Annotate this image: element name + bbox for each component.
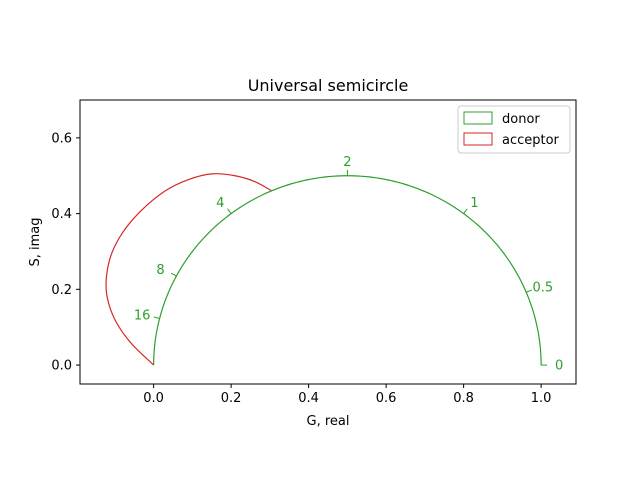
x-axis-title: G, real	[307, 414, 350, 429]
annotation-tick	[153, 316, 160, 319]
annotation-tick	[170, 272, 177, 277]
x-tick-label: 1.0	[531, 391, 552, 406]
legend-box	[457, 105, 571, 154]
annotation-tick	[526, 289, 532, 293]
annotation-label: 8	[156, 263, 164, 278]
annotation-label: 0	[555, 359, 563, 374]
annotation-label: 0.5	[532, 280, 553, 295]
annotation-label: 2	[343, 155, 351, 170]
legend-donor-label: donor	[502, 112, 540, 127]
y-axis-ticks: 0.0 0.2 0.4 0.6	[51, 131, 80, 374]
y-tick-label: 0.2	[51, 283, 72, 298]
acceptor-curve	[105, 173, 273, 366]
x-tick-label: 0.2	[221, 391, 242, 406]
annotation-label: 4	[216, 196, 224, 211]
chart-title: Universal semicircle	[248, 76, 409, 95]
plot-area: 0 0.5 1 2 4 8 16	[105, 155, 563, 374]
x-tick-label: 0.8	[453, 391, 474, 406]
legend-acceptor-swatch	[463, 132, 493, 146]
y-tick-label: 0.6	[51, 131, 72, 146]
axes-frame	[79, 99, 577, 385]
y-tick-label: 0.0	[51, 359, 72, 374]
x-tick-label: 0.4	[298, 391, 319, 406]
legend-acceptor-label: acceptor	[502, 133, 560, 148]
x-axis-ticks: 0.0 0.2 0.4 0.6 0.8 1.0	[143, 384, 551, 406]
annotations: 0 0.5 1 2 4 8 16	[134, 155, 563, 373]
x-tick-label: 0.6	[376, 391, 397, 406]
y-tick-label: 0.4	[51, 207, 72, 222]
annotation-tick	[227, 208, 232, 214]
donor-curve	[153, 175, 542, 366]
legend: donor acceptor	[457, 105, 571, 154]
annotation-label: 1	[470, 196, 478, 211]
annotation-tick	[463, 208, 468, 214]
annotation-label: 16	[134, 309, 151, 324]
legend-donor-swatch	[463, 111, 493, 125]
y-axis-title: S, imag	[28, 217, 43, 266]
x-tick-label: 0.0	[143, 391, 164, 406]
